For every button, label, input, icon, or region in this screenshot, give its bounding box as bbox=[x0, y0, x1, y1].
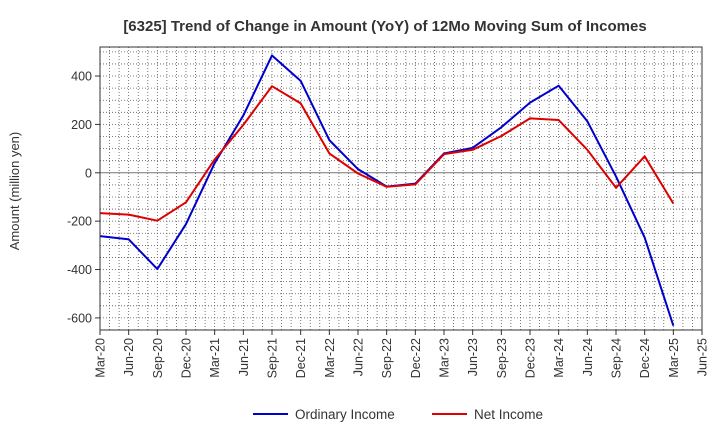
x-tick-label: Mar-25 bbox=[667, 338, 681, 378]
y-tick-label: 0 bbox=[85, 166, 92, 180]
legend-label: Net Income bbox=[474, 407, 543, 422]
x-tick-label: Jun-20 bbox=[122, 338, 136, 376]
x-tick-label: Dec-23 bbox=[524, 338, 538, 378]
grid-layer bbox=[100, 47, 702, 331]
x-tick-label: Sep-21 bbox=[266, 338, 280, 378]
y-tick-label: 200 bbox=[71, 118, 92, 132]
legend: Ordinary Income Net Income bbox=[253, 407, 543, 422]
x-tick-label: Dec-20 bbox=[180, 338, 194, 378]
chart-title: [6325] Trend of Change in Amount (YoY) o… bbox=[123, 18, 646, 35]
x-tick-label: Mar-21 bbox=[208, 338, 222, 378]
x-tick-label: Dec-24 bbox=[638, 338, 652, 378]
y-tick-label: -400 bbox=[67, 263, 92, 277]
x-tick-label: Dec-22 bbox=[409, 338, 423, 378]
y-tick-layer: -600 -400 -200 0 200 400 bbox=[67, 70, 100, 325]
y-tick-label: -600 bbox=[67, 311, 92, 325]
y-tick-label: 400 bbox=[71, 70, 92, 84]
x-tick-label: Sep-22 bbox=[380, 338, 394, 378]
x-tick-label: Jun-23 bbox=[466, 338, 480, 376]
x-tick-label: Jun-24 bbox=[581, 338, 595, 376]
y-tick-label: -200 bbox=[67, 215, 92, 229]
x-tick-label: Mar-20 bbox=[94, 338, 108, 378]
y-axis-label: Amount (million yen) bbox=[7, 132, 22, 251]
x-tick-label: Mar-23 bbox=[438, 338, 452, 378]
x-tick-label: Dec-21 bbox=[294, 338, 308, 378]
x-tick-label: Jun-22 bbox=[352, 338, 366, 376]
x-tick-label: Jun-25 bbox=[696, 338, 710, 376]
x-tick-label: Sep-24 bbox=[610, 338, 624, 378]
x-tick-layer: Mar-20 Jun-20 Sep-20 Dec-20 Mar-21 Jun-21 Sep-… bbox=[94, 330, 710, 378]
x-tick-label: Sep-20 bbox=[151, 338, 165, 378]
legend-label: Ordinary Income bbox=[295, 407, 395, 422]
plot-frame bbox=[99, 46, 703, 331]
x-tick-label: Mar-22 bbox=[323, 338, 337, 378]
x-tick-label: Jun-21 bbox=[237, 338, 251, 376]
x-tick-label: Mar-24 bbox=[552, 338, 566, 378]
x-tick-label: Sep-23 bbox=[495, 338, 509, 378]
